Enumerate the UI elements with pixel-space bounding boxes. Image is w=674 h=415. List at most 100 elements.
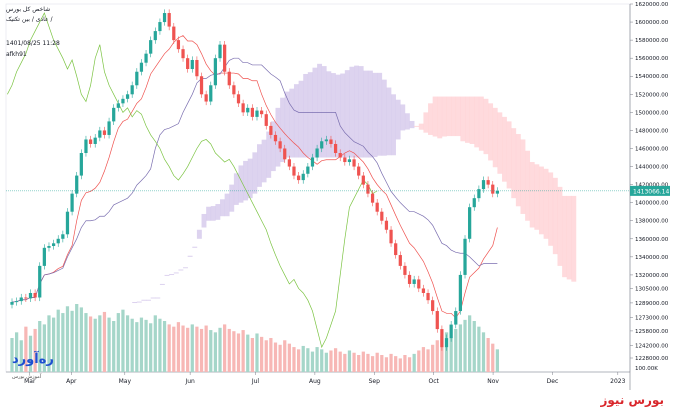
volume-bar <box>172 326 176 372</box>
candle-body <box>495 190 499 194</box>
candle-body <box>426 292 430 301</box>
x-tick-label: Apr <box>66 378 77 385</box>
volume-bar <box>458 324 463 372</box>
volume-bar <box>130 318 134 372</box>
candle-body <box>292 166 296 176</box>
kumo-segment <box>566 195 572 280</box>
candle-body <box>70 193 74 212</box>
volume-bar <box>283 340 287 372</box>
candle-body <box>172 26 176 41</box>
candle-body <box>250 107 254 117</box>
last-price-tag <box>630 185 670 196</box>
volume-bar <box>149 323 153 372</box>
kumo-segment <box>289 88 295 158</box>
candle-body <box>19 297 23 302</box>
candle-body <box>47 246 51 248</box>
last-price-label: 1413066.14 <box>633 188 669 195</box>
candle-body <box>264 114 268 126</box>
volume-bar <box>167 324 171 372</box>
y-tick-label: 1340000.00 <box>635 255 669 261</box>
kumo-segment <box>358 66 364 158</box>
kumo-segment <box>437 96 443 139</box>
candle-body <box>380 211 384 221</box>
candle-body <box>24 297 28 299</box>
volume-bar <box>190 324 194 372</box>
kumo-segment <box>529 162 535 228</box>
kumo-segment <box>238 165 244 203</box>
volume-bar <box>389 353 393 372</box>
x-tick-label: Oct <box>428 378 439 385</box>
volume-bar <box>70 310 74 372</box>
candle-body <box>116 103 120 108</box>
kumo-segment <box>280 97 286 163</box>
kumo-segment <box>266 131 272 178</box>
candle-body <box>310 157 315 167</box>
candle-body <box>227 71 231 86</box>
candle-body <box>320 141 324 149</box>
volume-bar <box>324 352 328 372</box>
volume-bar <box>361 351 365 372</box>
candle-body <box>130 85 134 95</box>
candle-body <box>421 288 426 293</box>
x-tick-label: Aug <box>309 378 321 385</box>
volume-bar <box>125 315 130 372</box>
candle-body <box>176 40 181 50</box>
kumo-segment <box>525 150 531 221</box>
kumo-segment <box>562 195 568 278</box>
y-tick-label: 1360000.00 <box>635 237 669 243</box>
kumo-segment <box>465 96 470 143</box>
kumo-segment <box>293 84 299 158</box>
kumo-segment <box>206 206 212 221</box>
candle-body <box>84 139 88 154</box>
candle-body <box>357 166 361 176</box>
candle-body <box>139 62 144 72</box>
volume-bar <box>227 328 231 372</box>
candle-body <box>38 265 42 298</box>
candle-body <box>75 175 79 194</box>
kumo-segment <box>344 70 350 158</box>
candle-body <box>449 324 453 339</box>
volume-bar <box>278 344 282 372</box>
chart-title: شاخص کل بورس <box>6 6 51 13</box>
volume-bar <box>477 326 481 372</box>
candle-body <box>435 311 439 330</box>
candle-body <box>213 58 218 86</box>
volume-bar <box>463 319 467 372</box>
volume-bar <box>273 342 278 372</box>
volume-bar <box>121 309 125 372</box>
kumo-segment <box>275 107 281 167</box>
candle-body <box>79 153 83 176</box>
candle-body <box>246 107 250 113</box>
kumo-segment <box>478 96 484 151</box>
kumo-segment <box>511 128 517 199</box>
logo-text: ره‌آورد <box>12 352 54 367</box>
kumo-segment <box>247 158 253 199</box>
candle-body <box>190 59 194 70</box>
kumo-segment <box>169 274 175 276</box>
x-tick-label: Dec <box>547 378 559 385</box>
kumo-segment <box>571 195 577 282</box>
volume-bar <box>153 315 157 372</box>
volume-bar <box>352 352 356 372</box>
kumo-segment <box>284 91 290 158</box>
news-watermark: بورس نیوز <box>600 393 664 407</box>
volume-bar <box>135 322 139 372</box>
candle-body <box>218 44 222 59</box>
kumo-segment <box>192 246 198 248</box>
candle-body <box>135 71 139 86</box>
kumo-segment <box>303 73 309 158</box>
volume-bar <box>56 309 60 372</box>
candle-body <box>343 157 347 163</box>
volume-bar <box>264 340 268 372</box>
kumo-segment <box>150 297 156 299</box>
kumo-segment <box>409 120 415 129</box>
volume-bar <box>333 348 338 372</box>
volume-bar <box>24 326 28 372</box>
y-tick-label: 1500000.00 <box>635 110 669 116</box>
y-tick-label: 1228000.00 <box>635 356 669 362</box>
volume-bar <box>310 351 315 372</box>
kumo-segment <box>210 206 216 221</box>
kumo-segment <box>441 96 447 137</box>
